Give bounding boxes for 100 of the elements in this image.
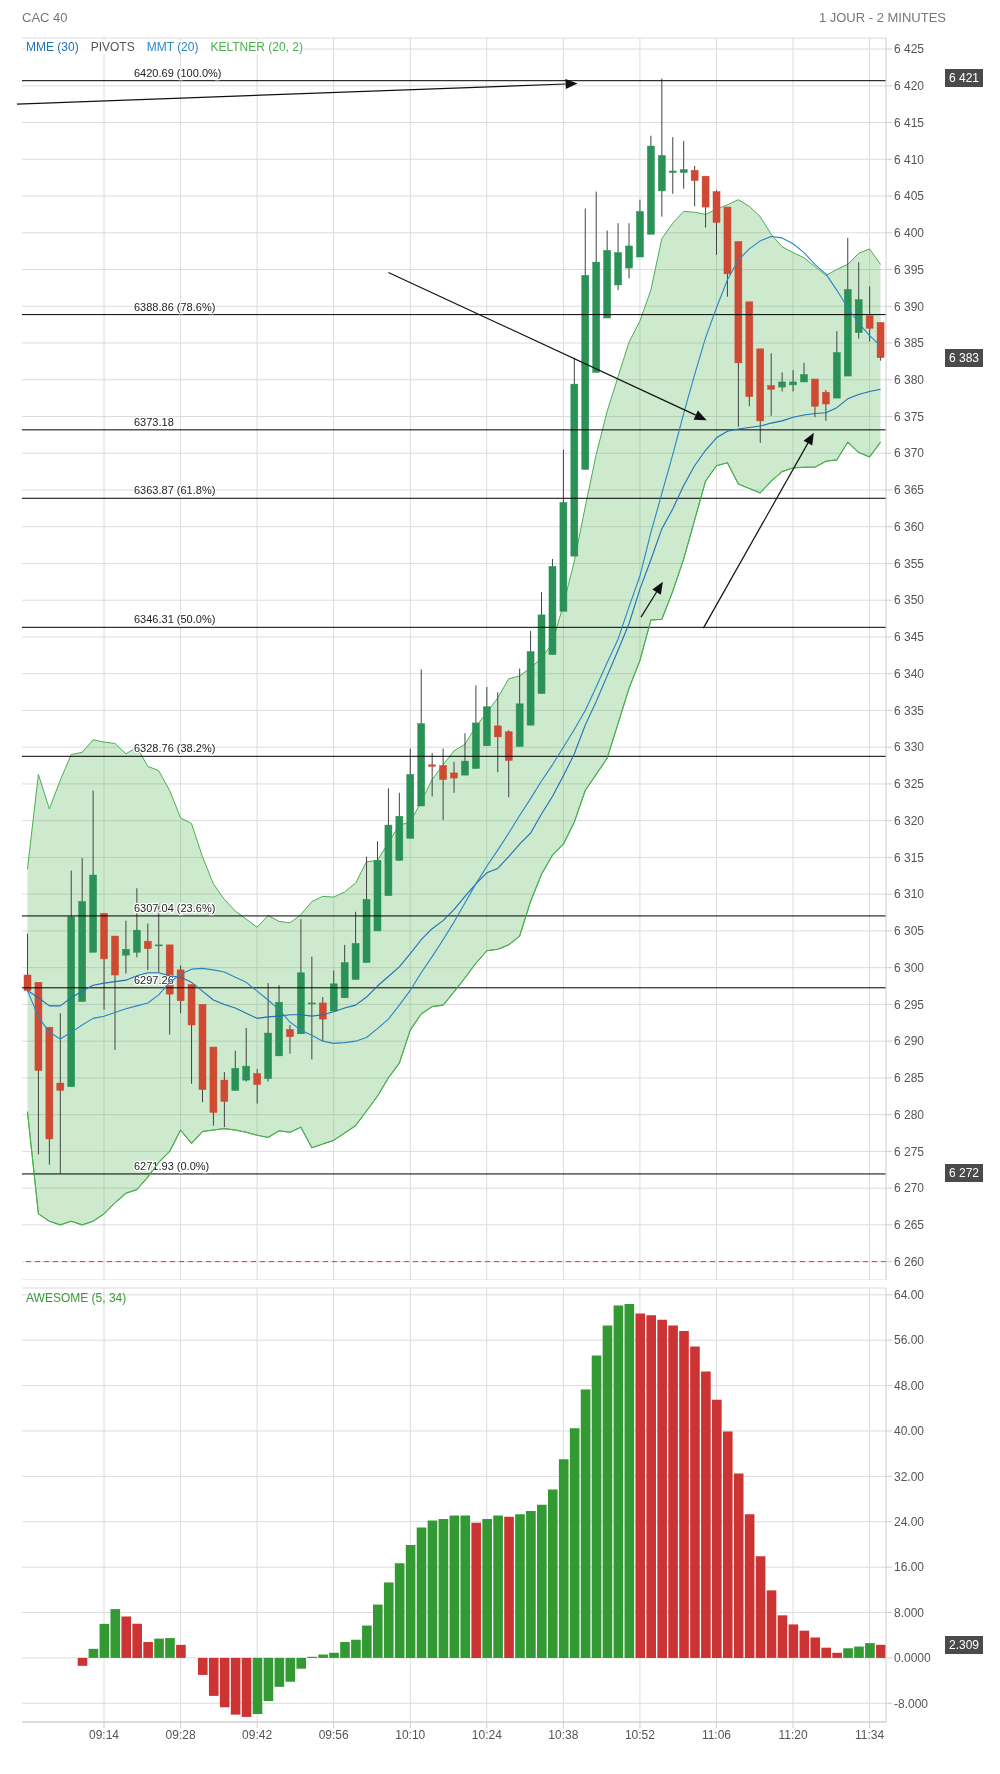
x-tick-label: 09:56 bbox=[318, 1727, 350, 1742]
ref-line-label: 6373.18 bbox=[134, 415, 174, 428]
candlestick bbox=[319, 996, 327, 1042]
candlestick bbox=[231, 1050, 240, 1091]
bar bbox=[777, 1615, 788, 1658]
bar bbox=[416, 1527, 427, 1658]
candlestick bbox=[428, 752, 436, 797]
candlestick bbox=[253, 1068, 261, 1105]
candlestick bbox=[122, 920, 130, 975]
chart-title: CAC 40 bbox=[22, 10, 68, 27]
candlestick bbox=[690, 165, 699, 207]
chart-subtitle: 1 JOUR - 2 MINUTES bbox=[818, 10, 946, 27]
y-tick-label: 6 290 bbox=[894, 1034, 925, 1049]
y-tick-label: 6 320 bbox=[894, 813, 925, 828]
candlestick bbox=[23, 933, 32, 991]
candlestick bbox=[308, 956, 316, 1061]
bar bbox=[241, 1657, 252, 1717]
x-tick-label: 10:10 bbox=[395, 1727, 426, 1742]
text: 6 421 bbox=[945, 69, 984, 88]
y-tick-label: 6 405 bbox=[894, 189, 925, 204]
y-tick-label: 6 390 bbox=[894, 299, 925, 314]
y-tick-label: 6 345 bbox=[894, 630, 925, 645]
bar bbox=[504, 1516, 514, 1658]
y-tick-label: 6 425 bbox=[894, 42, 925, 57]
y-tick-label: 6 310 bbox=[894, 887, 925, 902]
text: 6 272 bbox=[945, 1164, 984, 1183]
annotation: PIVOTS bbox=[90, 40, 135, 54]
y-tick-label: 6 375 bbox=[894, 409, 925, 424]
x-tick-label: 09:42 bbox=[242, 1727, 273, 1742]
text: 6 383 bbox=[945, 348, 984, 367]
y-tick-label: 6 415 bbox=[894, 115, 925, 130]
bar bbox=[602, 1325, 613, 1658]
bar bbox=[591, 1355, 602, 1658]
text: KELTNER (20, 2) bbox=[210, 40, 303, 54]
candlestick bbox=[800, 362, 808, 383]
y-tick-label: 6 330 bbox=[894, 740, 925, 755]
x-tick-label: 09:14 bbox=[89, 1727, 120, 1742]
bar bbox=[624, 1303, 635, 1658]
candlestick bbox=[865, 285, 874, 343]
y-tick-label: 6 280 bbox=[894, 1107, 925, 1122]
candlestick bbox=[220, 1071, 229, 1128]
y-tick-label: 6 370 bbox=[894, 446, 925, 461]
bar bbox=[580, 1389, 591, 1658]
y-tick-label: 6 355 bbox=[894, 556, 925, 571]
candlestick bbox=[669, 136, 677, 195]
y-tick-label: 48.00 bbox=[894, 1378, 925, 1393]
y-tick-label: 32.00 bbox=[894, 1469, 925, 1484]
y-tick-label: 64.00 bbox=[894, 1288, 925, 1303]
text: 2.309 bbox=[945, 1635, 984, 1654]
ref-line-label: 6420.69 (100.0%) bbox=[134, 66, 222, 79]
y-tick-label: 6 335 bbox=[894, 703, 925, 718]
y-tick-label: 6 300 bbox=[894, 960, 925, 975]
y-tick-label: 6 420 bbox=[894, 79, 925, 94]
ref-line-label: 6346.31 (50.0%) bbox=[134, 613, 216, 626]
candlestick bbox=[625, 222, 633, 279]
x-tick-label: 10:38 bbox=[548, 1727, 579, 1742]
y-tick-label: 6 340 bbox=[894, 666, 925, 681]
y-tick-label: 6 410 bbox=[894, 152, 925, 167]
chart-title: AWESOME (5, 34) bbox=[26, 1291, 127, 1305]
x-tick-label: 11:06 bbox=[701, 1727, 732, 1742]
y-tick-label: 8.000 bbox=[894, 1605, 925, 1620]
bar bbox=[405, 1545, 416, 1658]
candlestick bbox=[494, 691, 502, 773]
x-tick-label: 10:52 bbox=[624, 1727, 656, 1742]
y-tick-label: 16.00 bbox=[894, 1560, 925, 1575]
candlestick bbox=[144, 923, 152, 971]
text: MME (30) bbox=[26, 40, 79, 54]
x-tick-label: 09:28 bbox=[165, 1727, 196, 1742]
candlestick bbox=[56, 1012, 65, 1174]
y-tick-label: 6 315 bbox=[894, 850, 925, 865]
y-tick-label: 6 325 bbox=[894, 777, 925, 792]
y-tick-label: 0.0000 bbox=[894, 1651, 932, 1666]
bar bbox=[613, 1305, 624, 1658]
candlestick bbox=[242, 1027, 250, 1083]
ref-line-label: 6363.87 (61.8%) bbox=[134, 484, 216, 497]
bar bbox=[252, 1657, 263, 1715]
bar bbox=[471, 1522, 482, 1658]
bar bbox=[438, 1518, 449, 1658]
y-tick-label: 6 385 bbox=[894, 336, 925, 351]
y-tick-label: 24.00 bbox=[894, 1515, 925, 1529]
candlestick bbox=[778, 371, 786, 392]
candlestick bbox=[461, 732, 469, 776]
y-tick-label: 6 395 bbox=[894, 262, 925, 277]
candlestick bbox=[450, 761, 458, 794]
ref-line-label: 6388.86 (78.6%) bbox=[134, 300, 216, 313]
bar bbox=[77, 1657, 88, 1666]
bar bbox=[427, 1520, 438, 1658]
bar bbox=[766, 1590, 777, 1658]
x-tick-label: 10:24 bbox=[471, 1727, 503, 1742]
x-tick-label: 11:34 bbox=[855, 1727, 885, 1742]
bar bbox=[176, 1644, 186, 1658]
candlestick bbox=[767, 352, 775, 417]
bar bbox=[230, 1657, 241, 1715]
candlestick bbox=[286, 1024, 294, 1055]
y-tick-label: 6 295 bbox=[894, 997, 925, 1012]
y-tick-label: 6 360 bbox=[894, 519, 925, 534]
y-tick-label: 6 265 bbox=[894, 1218, 925, 1233]
y-tick-label: -8.000 bbox=[894, 1696, 929, 1711]
y-tick-label: 6 365 bbox=[894, 483, 925, 498]
candlestick bbox=[789, 369, 797, 392]
